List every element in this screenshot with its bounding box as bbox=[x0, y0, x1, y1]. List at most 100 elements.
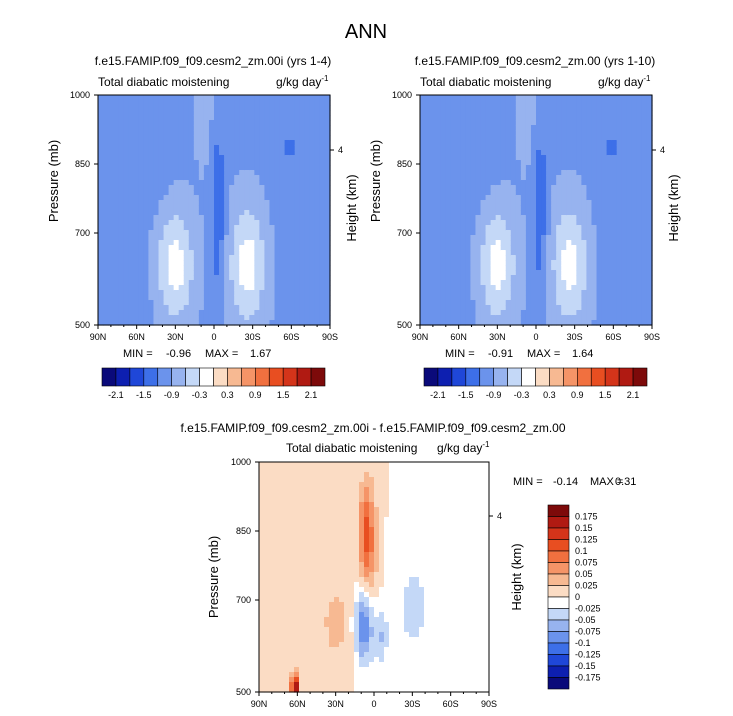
heatmap-cell bbox=[455, 115, 461, 121]
heatmap-cell bbox=[168, 270, 175, 276]
heatmap-cell bbox=[596, 250, 603, 256]
heatmap-cell bbox=[188, 165, 195, 171]
heatmap-cell bbox=[304, 472, 310, 478]
heatmap-cell bbox=[309, 632, 315, 638]
heatmap-cell bbox=[641, 210, 648, 216]
heatmap-cell bbox=[631, 105, 638, 111]
heatmap-cell bbox=[541, 240, 547, 246]
heatmap-cell bbox=[214, 200, 220, 206]
heatmap-cell bbox=[621, 185, 628, 191]
heatmap-cell bbox=[214, 120, 220, 126]
heatmap-cell bbox=[626, 190, 633, 196]
heatmap-cell bbox=[324, 170, 331, 176]
heatmap-cell bbox=[581, 160, 588, 166]
heatmap-cell bbox=[264, 687, 270, 693]
heatmap-cell bbox=[606, 315, 613, 321]
heatmap-cell bbox=[530, 230, 537, 236]
heatmap-cell bbox=[128, 210, 134, 216]
heatmap-cell bbox=[465, 140, 472, 146]
heatmap-cell bbox=[571, 130, 577, 136]
heatmap-cell bbox=[103, 165, 109, 171]
heatmap-cell bbox=[254, 255, 260, 261]
heatmap-cell bbox=[254, 170, 260, 176]
heatmap-cell bbox=[168, 290, 175, 296]
heatmap-cell bbox=[254, 225, 260, 231]
heatmap-cell bbox=[128, 130, 134, 136]
heatmap-cell bbox=[505, 170, 512, 176]
heatmap-cell bbox=[148, 160, 155, 166]
heatmap-cell bbox=[279, 300, 286, 306]
heatmap-cell bbox=[309, 135, 316, 141]
heatmap-cell bbox=[264, 492, 270, 498]
heatmap-cell bbox=[586, 145, 593, 151]
heatmap-cell bbox=[188, 120, 195, 126]
heatmap-cell bbox=[490, 185, 497, 191]
heatmap-cell bbox=[525, 100, 532, 106]
heatmap-cell bbox=[178, 280, 185, 286]
heatmap-cell bbox=[193, 255, 200, 261]
heatmap-cell bbox=[520, 285, 527, 291]
heatmap-cell bbox=[304, 235, 311, 241]
heatmap-cell bbox=[520, 275, 527, 281]
heatmap-cell bbox=[214, 105, 220, 111]
heatmap-cell bbox=[460, 205, 466, 211]
heatmap-cell bbox=[178, 270, 185, 276]
heatmap-cell bbox=[646, 150, 653, 156]
heatmap-cell bbox=[289, 320, 296, 326]
heatmap-cell bbox=[289, 462, 295, 468]
heatmap-cell bbox=[279, 200, 286, 206]
heatmap-cell bbox=[133, 295, 139, 301]
heatmap-cell bbox=[98, 285, 104, 291]
heatmap-cell bbox=[269, 310, 276, 316]
heatmap-cell bbox=[420, 315, 426, 321]
heatmap-cell bbox=[309, 572, 315, 578]
heatmap-cell bbox=[475, 160, 482, 166]
heatmap-cell bbox=[460, 270, 466, 276]
heatmap-cell bbox=[143, 310, 150, 316]
heatmap-cell bbox=[596, 195, 603, 201]
heatmap-cell bbox=[234, 180, 240, 186]
heatmap-cell bbox=[118, 300, 124, 306]
heatmap-cell bbox=[299, 265, 306, 271]
heatmap-cell bbox=[626, 155, 633, 161]
heatmap-cell bbox=[606, 105, 613, 111]
heatmap-cell bbox=[596, 175, 603, 181]
heatmap-cell bbox=[420, 260, 426, 266]
heatmap-cell bbox=[98, 175, 104, 181]
heatmap-cell bbox=[229, 120, 235, 126]
heatmap-cell bbox=[98, 300, 104, 306]
heatmap-cell bbox=[546, 210, 552, 216]
heatmap-cell bbox=[324, 265, 331, 271]
heatmap-cell bbox=[450, 145, 456, 151]
heatmap-cell bbox=[465, 215, 472, 221]
heatmap-cell bbox=[571, 150, 577, 156]
heatmap-cell bbox=[254, 295, 260, 301]
heatmap-cell bbox=[193, 305, 200, 311]
heatmap-cell bbox=[279, 567, 285, 573]
heatmap-cell bbox=[138, 305, 144, 311]
heatmap-cell bbox=[611, 275, 618, 281]
heatmap-cell bbox=[571, 320, 577, 326]
heatmap-cell bbox=[244, 140, 250, 146]
heatmap-cell bbox=[319, 195, 326, 201]
heatmap-cell bbox=[133, 95, 139, 101]
heatmap-cell bbox=[536, 235, 542, 241]
heatmap-cell bbox=[450, 175, 456, 181]
heatmap-cell bbox=[284, 190, 291, 196]
heatmap-cell bbox=[546, 195, 552, 201]
heatmap-cell bbox=[168, 120, 175, 126]
heatmap-cell bbox=[566, 290, 572, 296]
heatmap-cell bbox=[224, 285, 230, 291]
heatmap-cell bbox=[500, 95, 507, 101]
heatmap-cell bbox=[188, 100, 195, 106]
heatmap-cell bbox=[309, 165, 316, 171]
heatmap-cell bbox=[576, 200, 582, 206]
heatmap-cell bbox=[551, 100, 557, 106]
heatmap-cell bbox=[480, 320, 487, 326]
heatmap-cell bbox=[561, 130, 567, 136]
heatmap-cell bbox=[551, 220, 557, 226]
heatmap-cell bbox=[188, 235, 195, 241]
heatmap-cell bbox=[148, 315, 155, 321]
heatmap-cell bbox=[591, 120, 598, 126]
heatmap-cell bbox=[118, 110, 124, 116]
